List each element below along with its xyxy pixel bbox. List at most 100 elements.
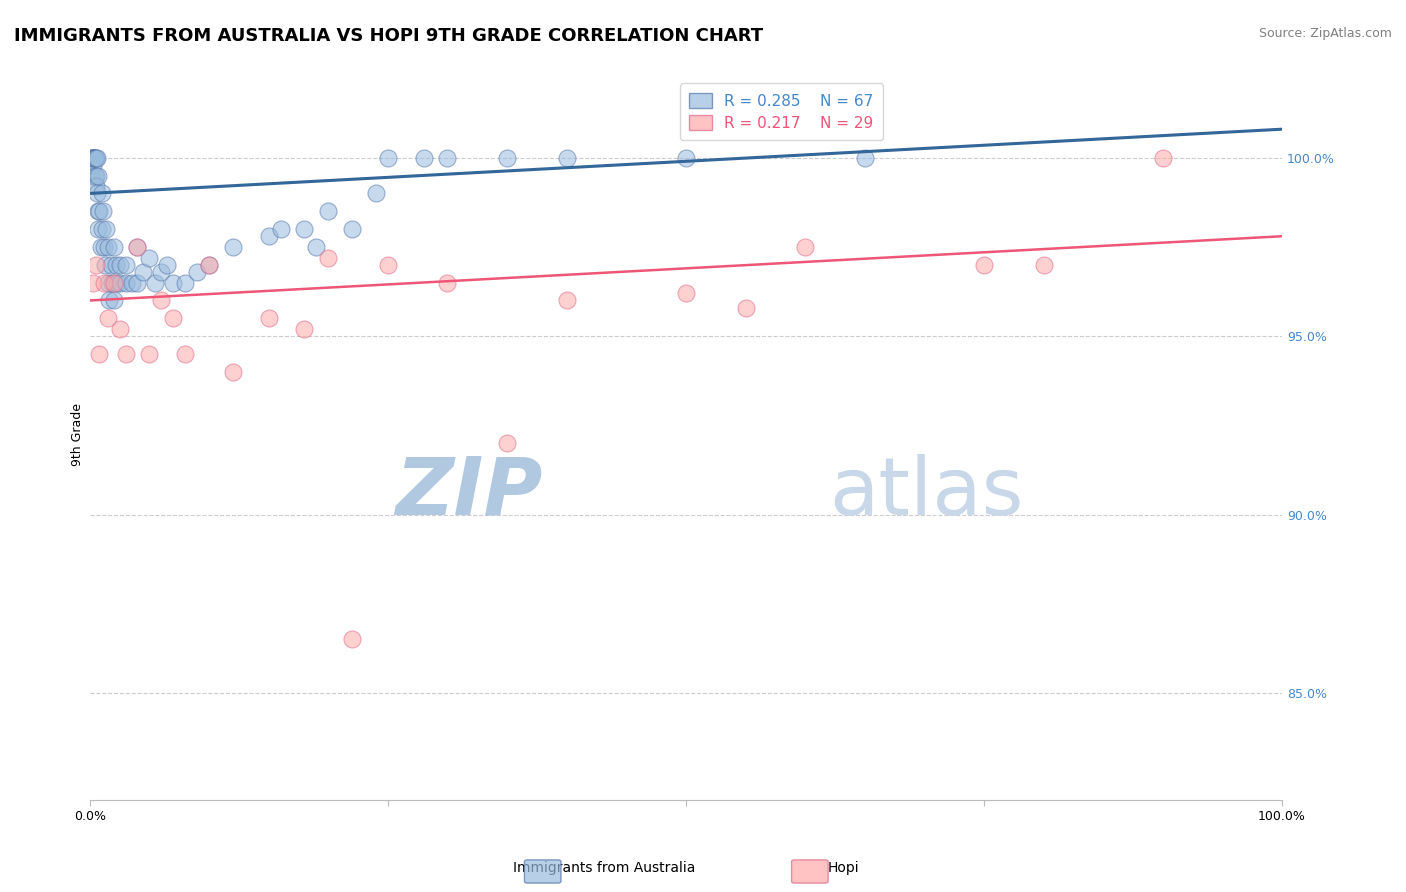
Point — [108, 276, 131, 290]
Text: IMMIGRANTS FROM AUSTRALIA VS HOPI 9TH GRADE CORRELATION CHART: IMMIGRANTS FROM AUSTRALIA VS HOPI 9TH GR… — [14, 27, 763, 45]
Point — [292, 322, 315, 336]
Text: Immigrants from Australia: Immigrants from Australia — [513, 862, 696, 875]
Point — [132, 265, 155, 279]
Point — [222, 240, 245, 254]
Point — [555, 293, 578, 308]
Point — [973, 258, 995, 272]
Point — [105, 258, 128, 272]
Point — [257, 311, 280, 326]
Point — [114, 347, 136, 361]
Point — [89, 240, 111, 254]
Point — [114, 276, 136, 290]
Point — [90, 222, 112, 236]
Point — [82, 151, 104, 165]
Point — [97, 311, 120, 326]
Point — [794, 240, 817, 254]
Point — [496, 436, 519, 450]
Point — [82, 151, 104, 165]
Point — [82, 151, 104, 165]
Point — [340, 222, 363, 236]
Point — [198, 258, 221, 272]
Point — [83, 169, 105, 183]
Point — [80, 151, 103, 165]
Point — [97, 293, 120, 308]
Point — [377, 151, 399, 165]
Point — [89, 204, 111, 219]
Point — [93, 276, 115, 290]
Point — [127, 240, 149, 254]
Point — [100, 258, 122, 272]
Point — [150, 265, 173, 279]
Point — [364, 186, 387, 201]
Point — [108, 258, 131, 272]
Point — [86, 186, 108, 201]
Point — [186, 265, 208, 279]
Point — [1152, 151, 1174, 165]
Point — [93, 240, 115, 254]
Point — [257, 229, 280, 244]
Point — [108, 322, 131, 336]
Point — [496, 151, 519, 165]
Text: Source: ZipAtlas.com: Source: ZipAtlas.com — [1258, 27, 1392, 40]
Point — [198, 258, 221, 272]
Point — [1032, 258, 1054, 272]
Point — [82, 158, 104, 172]
Point — [105, 276, 128, 290]
Point — [436, 276, 458, 290]
Point — [270, 222, 292, 236]
Point — [316, 204, 339, 219]
Point — [86, 204, 108, 219]
Point — [83, 151, 105, 165]
Point — [83, 151, 105, 165]
Point — [101, 276, 124, 290]
Point — [127, 240, 149, 254]
Point — [86, 151, 108, 165]
Point — [103, 293, 125, 308]
Point — [96, 222, 118, 236]
Point — [145, 276, 167, 290]
Point — [103, 276, 125, 290]
Point — [90, 186, 112, 201]
Y-axis label: 9th Grade: 9th Grade — [72, 403, 84, 466]
Point — [89, 347, 111, 361]
Point — [675, 151, 697, 165]
Point — [162, 276, 184, 290]
Point — [138, 347, 160, 361]
Point — [853, 151, 876, 165]
Point — [114, 258, 136, 272]
Point — [150, 293, 173, 308]
Point — [162, 311, 184, 326]
Point — [121, 276, 143, 290]
Point — [138, 251, 160, 265]
Point — [84, 169, 107, 183]
Point — [103, 240, 125, 254]
Point — [97, 240, 120, 254]
Point — [80, 151, 103, 165]
Point — [316, 251, 339, 265]
Point — [436, 151, 458, 165]
Point — [412, 151, 434, 165]
Point — [84, 258, 107, 272]
Point — [734, 301, 756, 315]
Point — [97, 276, 120, 290]
Point — [675, 286, 697, 301]
Point — [156, 258, 179, 272]
Point — [174, 276, 197, 290]
Point — [305, 240, 328, 254]
Point — [84, 151, 107, 165]
Text: Hopi: Hopi — [828, 862, 859, 875]
Point — [94, 258, 117, 272]
Point — [91, 204, 114, 219]
Point — [340, 632, 363, 647]
Point — [127, 276, 149, 290]
Point — [222, 365, 245, 379]
Point — [82, 276, 104, 290]
Point — [174, 347, 197, 361]
Point — [82, 169, 104, 183]
Point — [84, 151, 107, 165]
Point — [555, 151, 578, 165]
Point — [87, 169, 110, 183]
Point — [292, 222, 315, 236]
Legend: R = 0.285    N = 67, R = 0.217    N = 29: R = 0.285 N = 67, R = 0.217 N = 29 — [681, 84, 883, 140]
Point — [377, 258, 399, 272]
